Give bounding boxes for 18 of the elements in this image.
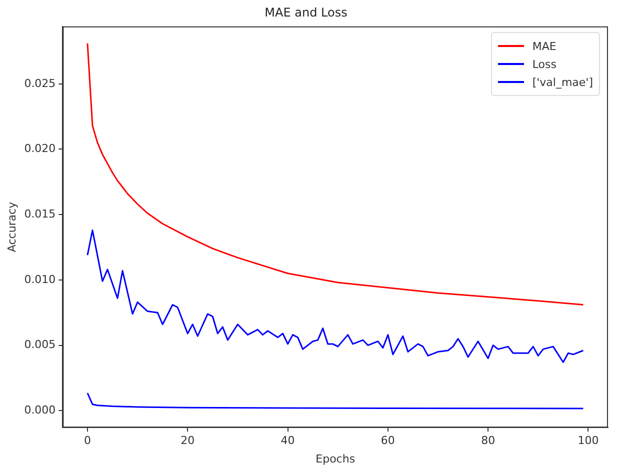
y-tick-label: 0.000 <box>24 403 56 416</box>
y-tick-label: 0.005 <box>24 338 56 352</box>
legend-label: MAE <box>532 40 556 53</box>
x-tick-label: 20 <box>180 434 195 448</box>
y-tick-label: 0.025 <box>24 76 56 90</box>
chart-title: MAE and Loss <box>264 5 348 20</box>
y-axis-title: Accuracy <box>5 201 18 252</box>
legend-label: ['val_mae'] <box>532 76 593 89</box>
legend-label: Loss <box>532 58 556 71</box>
y-tick-label: 0.015 <box>24 207 56 220</box>
y-tick-label: 0.010 <box>24 272 56 286</box>
y-tick-label: 0.020 <box>24 142 56 156</box>
x-tick-label: 100 <box>578 434 599 448</box>
x-tick-label: 40 <box>280 434 295 448</box>
x-tick-label: 80 <box>481 434 496 448</box>
x-axis-title: Epochs <box>316 452 356 466</box>
x-tick-label: 0 <box>84 434 91 448</box>
x-tick-label: 60 <box>380 434 395 448</box>
